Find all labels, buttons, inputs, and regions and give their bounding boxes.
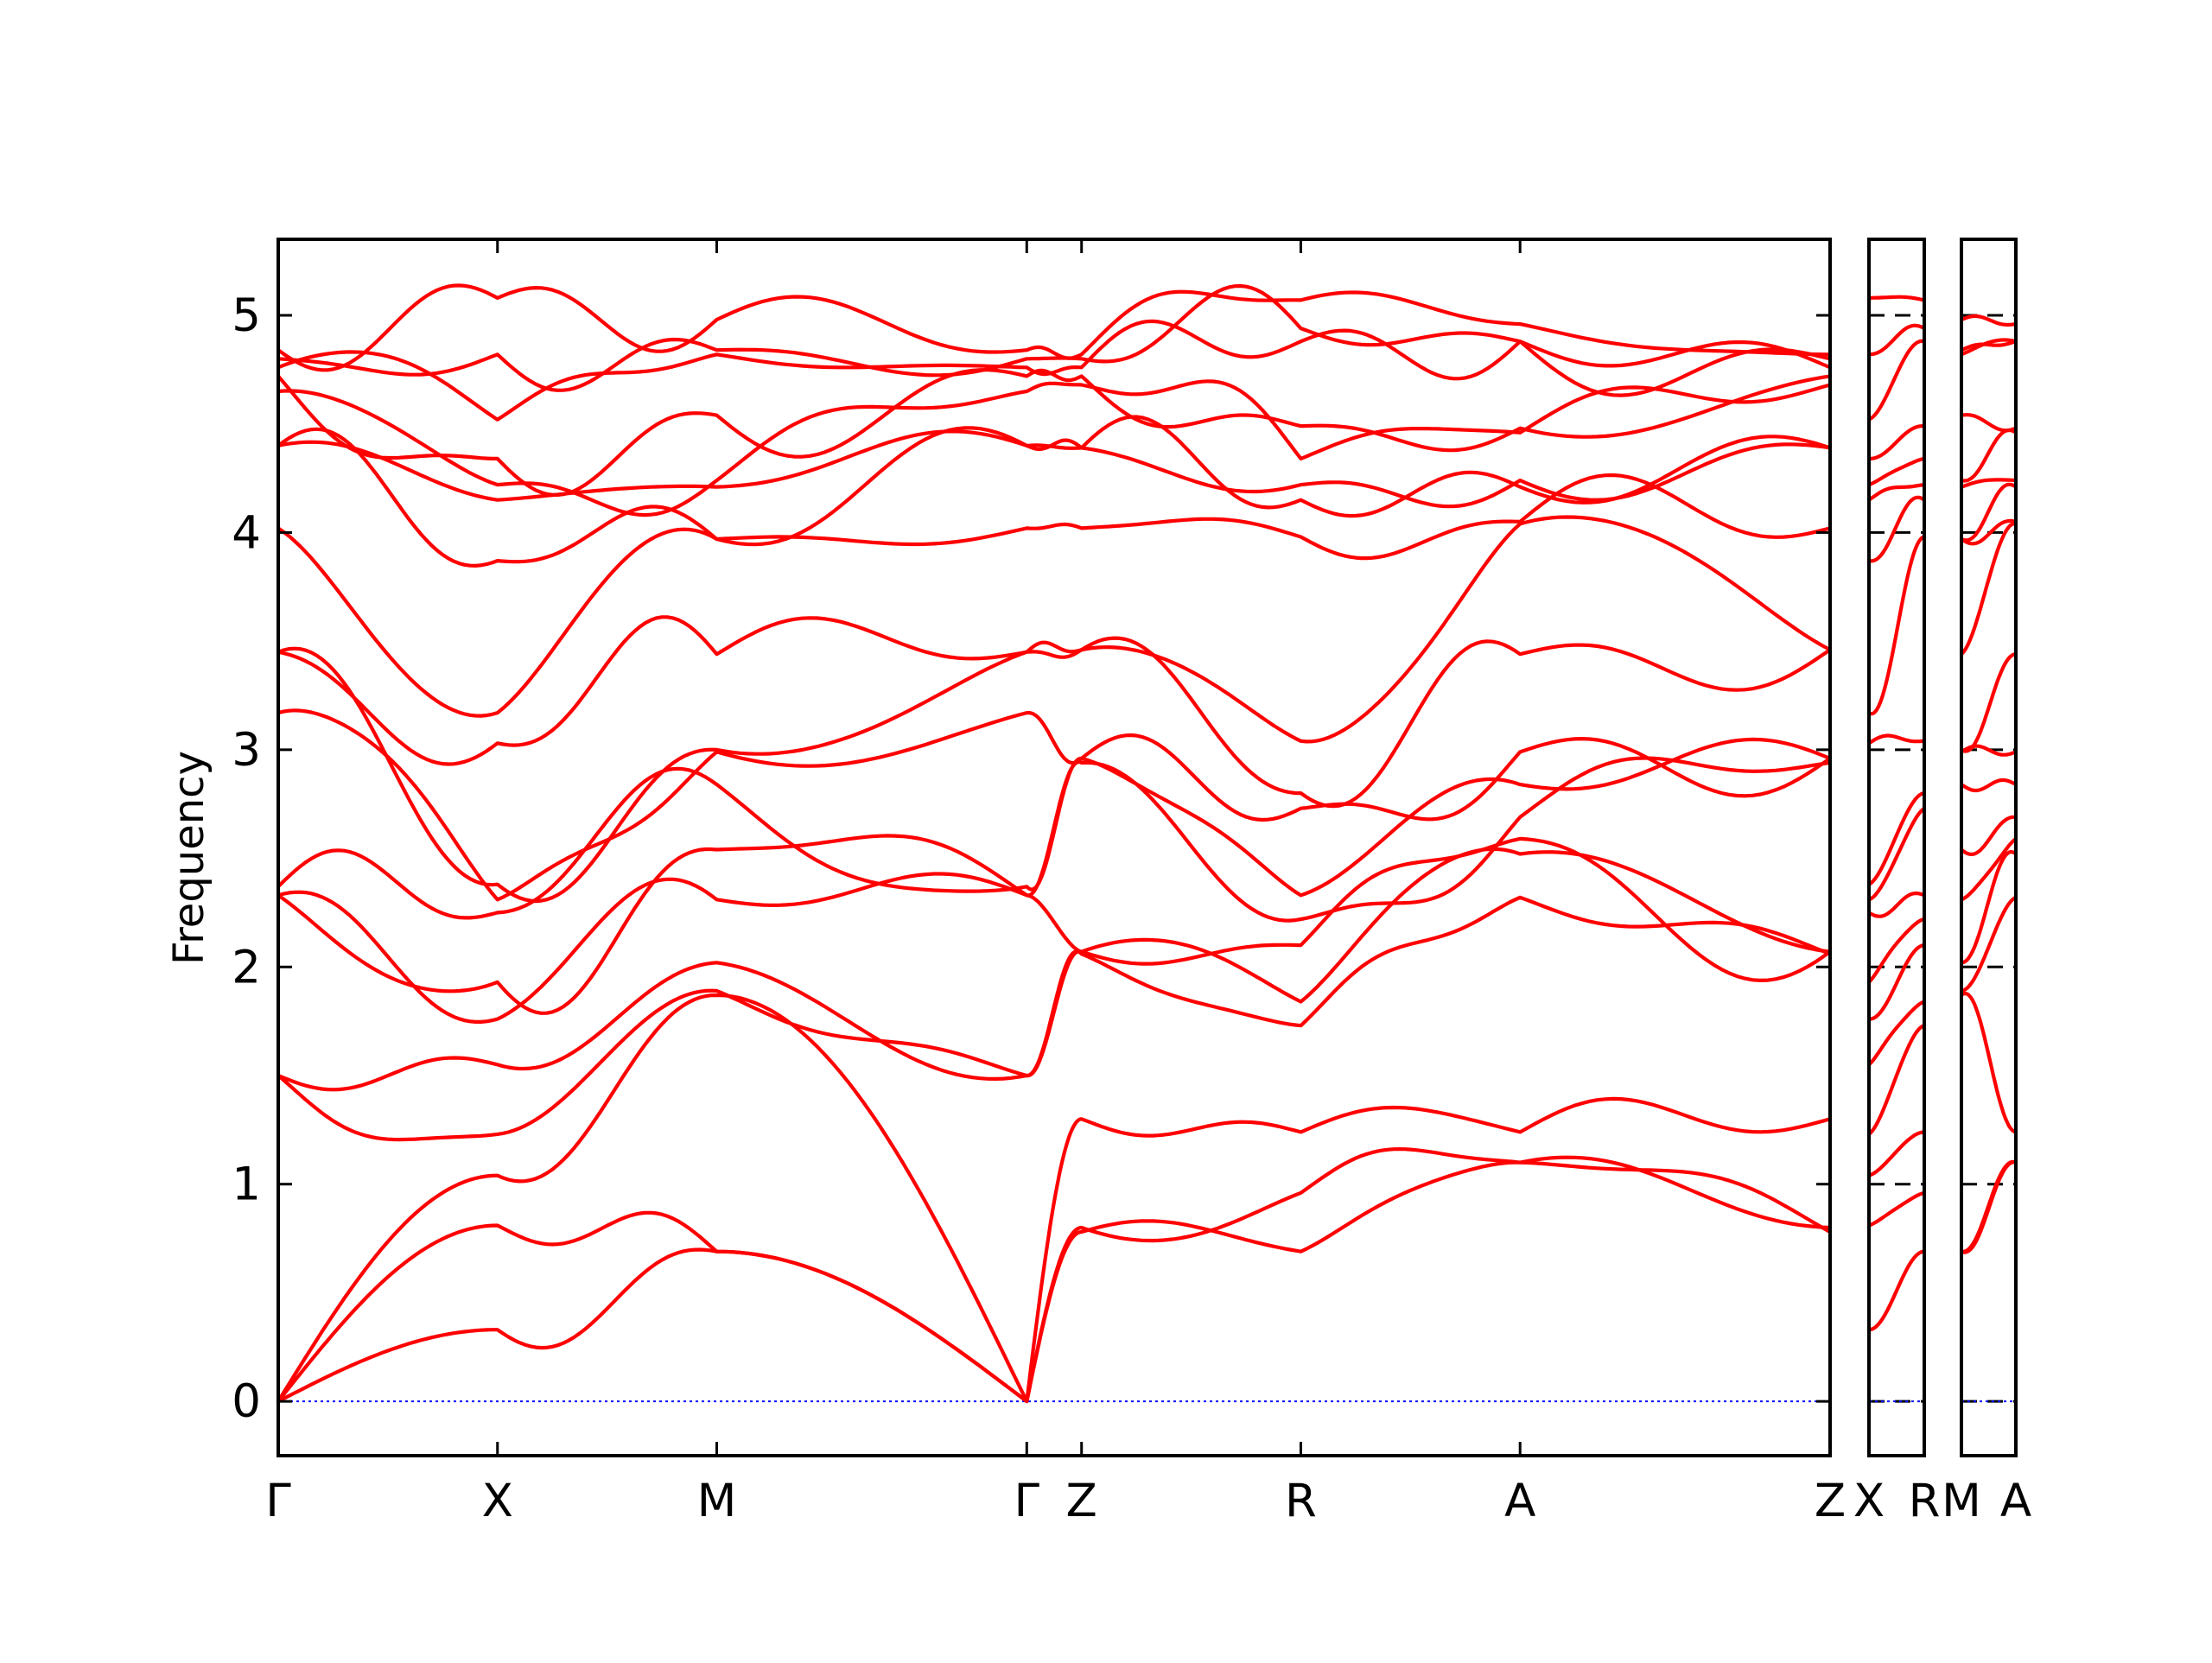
x-tick-label: Γ	[265, 1475, 291, 1527]
y-tick-label: 4	[232, 506, 261, 559]
phonon-branch	[276, 429, 1833, 509]
phonon-branch	[1959, 428, 2018, 483]
phonon-bands	[276, 283, 2018, 1404]
x-tick-label: M	[1942, 1475, 1981, 1527]
phonon-branch	[1959, 522, 2018, 657]
phonon-branch	[276, 319, 1833, 422]
phonon-branch	[276, 368, 1833, 497]
phonon-branch	[1959, 478, 2018, 489]
phonon-branch	[1959, 991, 2018, 1134]
x-tick-label: Γ	[1014, 1475, 1040, 1527]
phonon-branch	[1959, 815, 2018, 856]
x-tick-label: X	[1853, 1475, 1885, 1527]
phonon-branch	[1866, 424, 1927, 461]
phonon-branch	[276, 283, 1833, 372]
y-axis-label: Frequency	[165, 751, 213, 965]
x-tick-label: A	[2000, 1475, 2031, 1527]
phonon-branch	[276, 836, 1833, 1024]
x-tick-label: A	[1504, 1475, 1535, 1527]
phonon-branch	[1866, 917, 1927, 984]
phonon-branch	[1959, 652, 2018, 753]
axis-ticks	[276, 239, 2018, 1456]
phonon-branch	[1866, 1190, 1927, 1228]
phonon-branch	[1959, 314, 2018, 327]
phonon-branch	[1866, 1000, 1927, 1067]
phonon-branch	[1866, 295, 1927, 302]
phonon-branch	[276, 473, 1833, 718]
y-tick-label: 3	[232, 724, 261, 777]
panel-frame	[1960, 238, 2018, 1457]
phonon-branch	[1866, 791, 1927, 886]
phonon-branch	[1866, 891, 1927, 918]
phonon-branch	[1959, 482, 2018, 543]
phonon-branch	[1959, 1159, 2018, 1254]
phonon-branch	[276, 636, 1833, 904]
y-tick-label: 2	[232, 941, 261, 993]
panel-frames	[276, 238, 2018, 1457]
phonon-branch	[1959, 340, 2018, 352]
phonon-branch	[1866, 1249, 1927, 1332]
phonon-branch	[1959, 518, 2018, 546]
phonon-branch	[1866, 323, 1927, 357]
phonon-branch	[276, 515, 1833, 766]
y-tick-labels: 0 1 2 3 4 5	[232, 289, 261, 1428]
x-tick-label: Z	[1066, 1475, 1097, 1527]
phonon-branch	[276, 993, 1833, 1404]
phonon-branch	[1959, 778, 2018, 793]
phonon-branch	[276, 283, 1833, 397]
panel-frame	[276, 238, 1832, 1457]
x-tick-label: Z	[1815, 1475, 1846, 1527]
phonon-branch	[1959, 413, 2018, 433]
y-tick-label: 0	[232, 1375, 261, 1428]
phonon-branch	[1959, 338, 2018, 357]
phonon-branch	[1866, 806, 1927, 902]
phonon-branch	[276, 379, 1833, 517]
phonon-branch	[1866, 456, 1927, 487]
phonon-branch	[1866, 1130, 1927, 1177]
phonon-branch	[276, 756, 1833, 1015]
phonon-branch	[1959, 895, 2018, 993]
phonon-branch	[1866, 943, 1927, 1021]
phonon-branch	[1866, 1024, 1927, 1136]
phonon-branch	[276, 847, 1833, 1092]
x-tick-label: M	[697, 1475, 737, 1527]
phonon-branch	[1866, 495, 1927, 563]
phonon-branch	[1866, 339, 1927, 422]
x-tick-label: X	[482, 1475, 513, 1527]
phonon-branch	[276, 415, 1833, 568]
y-tick-label: 5	[232, 289, 261, 342]
phonon-branch	[276, 708, 1833, 902]
phonon-branch	[1959, 850, 2018, 965]
x-tick-label: R	[1285, 1475, 1317, 1527]
phonon-branch	[276, 1147, 1833, 1404]
phonon-branch	[1866, 733, 1927, 746]
x-tick-label: R	[1909, 1475, 1941, 1527]
y-tick-label: 1	[232, 1158, 261, 1211]
phonon-branch	[1959, 836, 2018, 902]
phonon-branch	[1866, 483, 1927, 502]
phonon-branch	[1866, 535, 1927, 716]
panel-frame	[1867, 238, 1926, 1457]
